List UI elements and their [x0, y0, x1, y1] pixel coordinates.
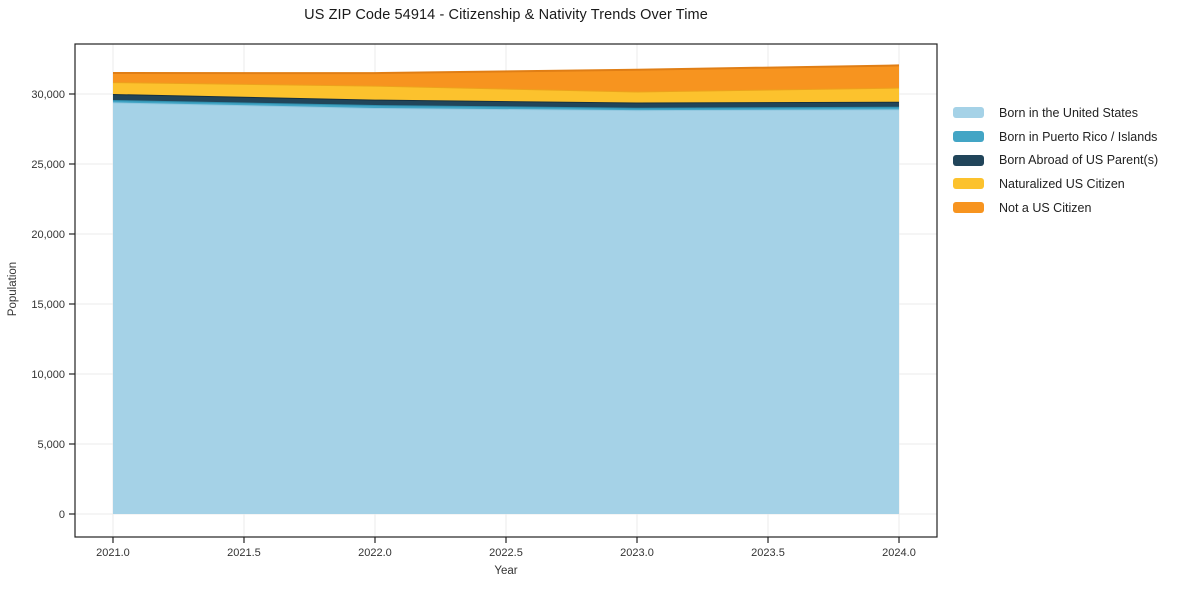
- legend-item: Not a US Citizen: [953, 196, 1158, 220]
- area-band-2: [112, 93, 900, 108]
- legend-item: Born in Puerto Rico / Islands: [953, 125, 1158, 149]
- legend: Born in the United States Born in Puerto…: [953, 101, 1158, 219]
- legend-item: Naturalized US Citizen: [953, 172, 1158, 196]
- y-tick-label: 20,000: [31, 229, 65, 241]
- y-tick-label: 10,000: [31, 369, 65, 381]
- area-band-4: [112, 65, 900, 92]
- area-band-3: [112, 82, 900, 103]
- y-tick-label: 15,000: [31, 299, 65, 311]
- legend-label: Born in Puerto Rico / Islands: [999, 129, 1158, 144]
- area-edge-2: [112, 92, 900, 104]
- legend-swatch-naturalized: [953, 178, 984, 190]
- legend-label: Born in the United States: [999, 105, 1138, 120]
- legend-swatch-born-us: [953, 107, 984, 119]
- legend-label: Born Abroad of US Parent(s): [999, 153, 1159, 168]
- legend-label: Not a US Citizen: [999, 200, 1092, 215]
- chart-title: US ZIP Code 54914 - Citizenship & Nativi…: [304, 7, 708, 23]
- area-band-0: [112, 102, 900, 514]
- x-tick-label: 2023.5: [751, 547, 785, 559]
- y-tick-label: 5,000: [37, 439, 65, 451]
- x-tick-label: 2022.5: [489, 547, 523, 559]
- x-tick-label: 2021.5: [227, 547, 261, 559]
- x-tick-label: 2022.0: [358, 547, 392, 559]
- x-tick-label: 2021.0: [96, 547, 130, 559]
- area-edge-4: [112, 64, 900, 75]
- y-tick-label: 0: [59, 509, 65, 521]
- legend-swatch-not-citizen: [953, 202, 984, 214]
- legend-label: Naturalized US Citizen: [999, 176, 1125, 191]
- x-tick-label: 2023.0: [620, 547, 654, 559]
- legend-swatch-born-abroad: [953, 154, 984, 166]
- x-tick-label: 2024.0: [882, 547, 916, 559]
- legend-item: Born Abroad of US Parent(s): [953, 148, 1158, 172]
- y-tick-label: 30,000: [31, 89, 65, 101]
- legend-item: Born in the United States: [953, 101, 1158, 125]
- x-axis-title: Year: [494, 565, 518, 577]
- y-tick-label: 25,000: [31, 159, 65, 171]
- legend-swatch-puerto-rico: [953, 131, 984, 143]
- y-axis-title: Population: [7, 261, 19, 317]
